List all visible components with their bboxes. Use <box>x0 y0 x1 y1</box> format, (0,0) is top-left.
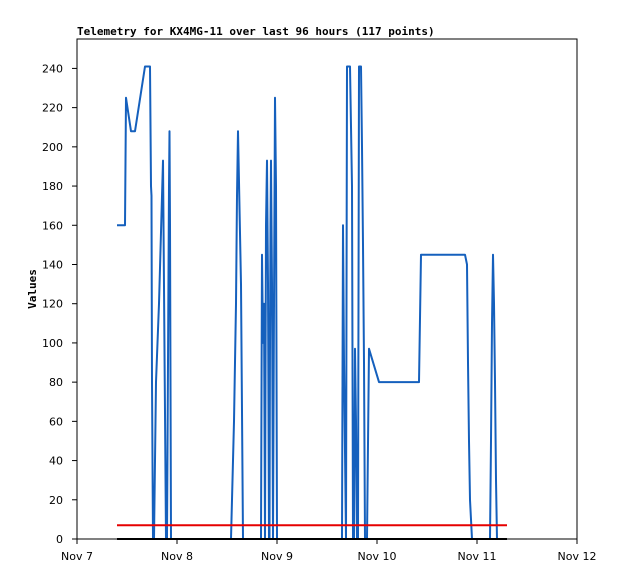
y-tick-label: 60 <box>49 415 63 428</box>
y-tick-label: 180 <box>42 180 63 193</box>
y-axis-ticks: 0 20 40 60 80 100 120 140 160 180 200 220 240 <box>42 62 77 546</box>
chart-title: Telemetry for KX4MG-11 over last 96 hour… <box>77 25 435 38</box>
x-axis-ticks: Nov 7 Nov 8 Nov 9 Nov 10 Nov 11 Nov 12 <box>61 539 596 563</box>
y-tick-label: 0 <box>56 533 63 546</box>
y-tick-label: 120 <box>42 298 63 311</box>
x-tick-label: Nov 12 <box>558 550 597 563</box>
y-tick-label: 100 <box>42 337 63 350</box>
x-tick-label: Nov 7 <box>61 550 93 563</box>
y-axis-label: Values <box>26 269 39 309</box>
x-tick-label: Nov 10 <box>358 550 397 563</box>
y-tick-label: 160 <box>42 219 63 232</box>
y-tick-label: 40 <box>49 455 63 468</box>
x-tick-label: Nov 9 <box>261 550 293 563</box>
series-layer <box>117 65 507 540</box>
x-tick-label: Nov 11 <box>458 550 497 563</box>
y-tick-label: 80 <box>49 376 63 389</box>
x-tick-label: Nov 8 <box>161 550 193 563</box>
y-tick-label: 220 <box>42 102 63 115</box>
y-tick-label: 140 <box>42 258 63 271</box>
y-tick-label: 20 <box>49 494 63 507</box>
y-tick-label: 240 <box>42 62 63 75</box>
y-tick-label: 200 <box>42 141 63 154</box>
